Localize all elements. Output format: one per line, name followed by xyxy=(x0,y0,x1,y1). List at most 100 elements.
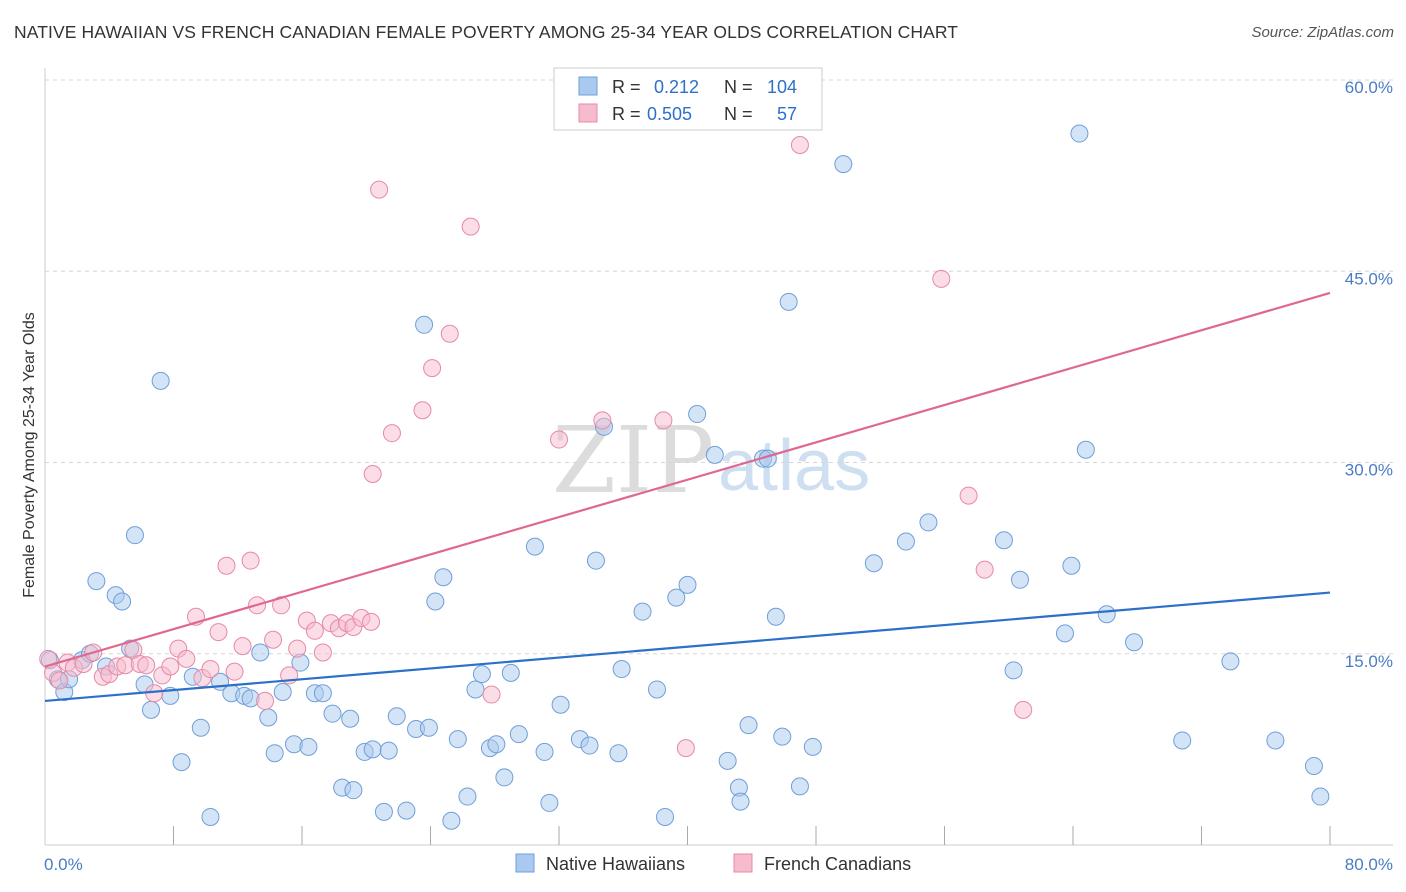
french-canadians-trend-line xyxy=(44,291,1331,668)
legend-swatch-blue xyxy=(578,76,598,96)
native-hawaiians-point-40 xyxy=(374,802,393,821)
native-hawaiians-point-79 xyxy=(739,716,758,735)
native-hawaiians-point-101 xyxy=(1221,652,1240,671)
native-hawaiians-point-90 xyxy=(919,513,938,532)
source-credit: Source: ZipAtlas.com xyxy=(1251,24,1394,41)
y-tick-label-45: 45.0% xyxy=(1345,269,1393,288)
series-legend-native-hawaiians: Native Hawaiians xyxy=(546,854,685,874)
french-canadians-point-52 xyxy=(593,411,612,430)
series-legend-french-canadians: French Canadians xyxy=(764,854,911,874)
native-hawaiians-point-28 xyxy=(273,683,292,701)
french-canadians-point-48 xyxy=(440,324,459,343)
axes xyxy=(44,68,1393,846)
native-hawaiians-point-72 xyxy=(667,588,686,607)
native-hawaiians-point-34 xyxy=(323,704,342,723)
native-hawaiians-point-86 xyxy=(803,737,822,756)
native-hawaiians-point-41 xyxy=(379,741,398,760)
native-hawaiians-point-62 xyxy=(551,695,570,714)
french-canadians-point-35 xyxy=(305,621,324,640)
french-canadians-point-23 xyxy=(209,623,228,642)
native-hawaiians-point-64 xyxy=(580,736,599,755)
native-hawaiians-point-67 xyxy=(609,744,628,763)
y-axis-label: Female Poverty Among 25-34 Year Olds xyxy=(21,312,38,598)
french-canadians-point-30 xyxy=(264,630,283,649)
native-hawaiians-point-7 xyxy=(87,572,106,591)
native-hawaiians-point-78 xyxy=(731,792,750,811)
native-hawaiians-point-36 xyxy=(341,709,360,728)
watermark-atlas: atlas xyxy=(718,426,870,506)
french-canadians-point-22 xyxy=(201,660,220,679)
native-hawaiians-point-51 xyxy=(458,787,477,806)
native-hawaiians-point-20 xyxy=(201,807,220,826)
native-hawaiians-point-70 xyxy=(647,680,666,699)
legend-r-label-pink: R = xyxy=(612,104,641,124)
native-hawaiians-point-98 xyxy=(1097,605,1116,624)
native-hawaiians-point-99 xyxy=(1125,633,1144,652)
french-canadians-point-42 xyxy=(362,612,381,631)
native-hawaiians-point-69 xyxy=(633,602,652,621)
french-canadians-point-58 xyxy=(975,560,994,579)
native-hawaiians-point-84 xyxy=(779,292,798,311)
native-hawaiians-point-58 xyxy=(509,725,528,744)
native-hawaiians-point-60 xyxy=(535,742,554,761)
native-hawaiians-point-71 xyxy=(656,807,675,826)
native-hawaiians-point-52 xyxy=(466,680,485,699)
native-hawaiians-point-83 xyxy=(773,727,792,746)
french-canadians-point-45 xyxy=(382,424,401,443)
french-canadians-point-43 xyxy=(363,464,382,483)
trend-lines xyxy=(44,291,1331,703)
series-legend: Native Hawaiians French Canadians xyxy=(515,853,911,874)
native-hawaiians-point-76 xyxy=(718,751,737,770)
y-tick-labels: 15.0% 30.0% 45.0% 60.0% xyxy=(1345,78,1393,671)
native-hawaiians-point-33 xyxy=(313,684,332,703)
french-canadians-point-33 xyxy=(288,639,307,658)
native-hawaiians-point-87 xyxy=(834,155,853,174)
native-hawaiians-point-43 xyxy=(397,801,416,820)
native-hawaiians-point-25 xyxy=(251,643,270,662)
native-hawaiians-point-68 xyxy=(612,660,631,679)
y-tick-label-60: 60.0% xyxy=(1345,78,1393,97)
native-hawaiians-point-100 xyxy=(1173,731,1192,750)
native-hawaiians-point-10 xyxy=(113,592,132,611)
french-canadians-point-56 xyxy=(932,269,951,288)
native-hawaiians-point-55 xyxy=(487,735,506,754)
native-hawaiians-point-37 xyxy=(344,781,363,800)
native-hawaiians-point-27 xyxy=(265,744,284,763)
native-hawaiians-point-73 xyxy=(678,575,697,594)
native-hawaiians-point-97 xyxy=(1076,440,1095,459)
native-hawaiians-point-103 xyxy=(1304,756,1323,775)
y-tick-label-30: 30.0% xyxy=(1345,461,1393,480)
native-hawaiians-point-61 xyxy=(540,793,559,812)
native-hawaiians-point-19 xyxy=(191,718,210,737)
native-hawaiians-point-93 xyxy=(1010,570,1029,589)
legend-n-label-pink: N = xyxy=(724,104,753,124)
native-hawaiians-point-53 xyxy=(472,665,491,684)
french-canadians-point-49 xyxy=(461,217,480,236)
x-tick-label-max: 80.0% xyxy=(1345,855,1393,874)
series-legend-swatch-blue xyxy=(515,853,535,873)
native-hawaiians-point-17 xyxy=(172,753,191,772)
native-hawaiians-point-75 xyxy=(705,445,724,464)
native-hawaiians-point-96 xyxy=(1070,124,1089,143)
native-hawaiians-point-47 xyxy=(426,592,445,611)
stats-legend-frame xyxy=(553,67,823,131)
legend-n-value-pink: 57 xyxy=(777,104,797,124)
native-hawaiians-point-31 xyxy=(299,737,318,756)
native-hawaiians-point-95 xyxy=(1062,556,1081,575)
french-canadians-point-14 xyxy=(137,656,156,675)
legend-r-label-blue: R = xyxy=(612,77,641,97)
native-hawaiians-point-50 xyxy=(448,730,467,749)
french-canadians-point-26 xyxy=(233,637,252,656)
legend-r-value-blue: 0.212 xyxy=(654,77,699,97)
french-canadians-point-36 xyxy=(313,643,332,662)
french-canadians-point-24 xyxy=(217,556,236,575)
native-hawaiians-point-85 xyxy=(790,777,809,796)
native-hawaiians-point-57 xyxy=(501,663,520,682)
native-hawaiians-point-91 xyxy=(994,531,1013,550)
legend-n-label-blue: N = xyxy=(724,77,753,97)
native-hawaiians-point-59 xyxy=(525,537,544,556)
native-hawaiians-point-49 xyxy=(442,811,461,830)
french-canadians-point-3 xyxy=(50,671,69,690)
french-canadians-point-55 xyxy=(790,136,809,155)
french-canadians-point-51 xyxy=(550,430,568,449)
